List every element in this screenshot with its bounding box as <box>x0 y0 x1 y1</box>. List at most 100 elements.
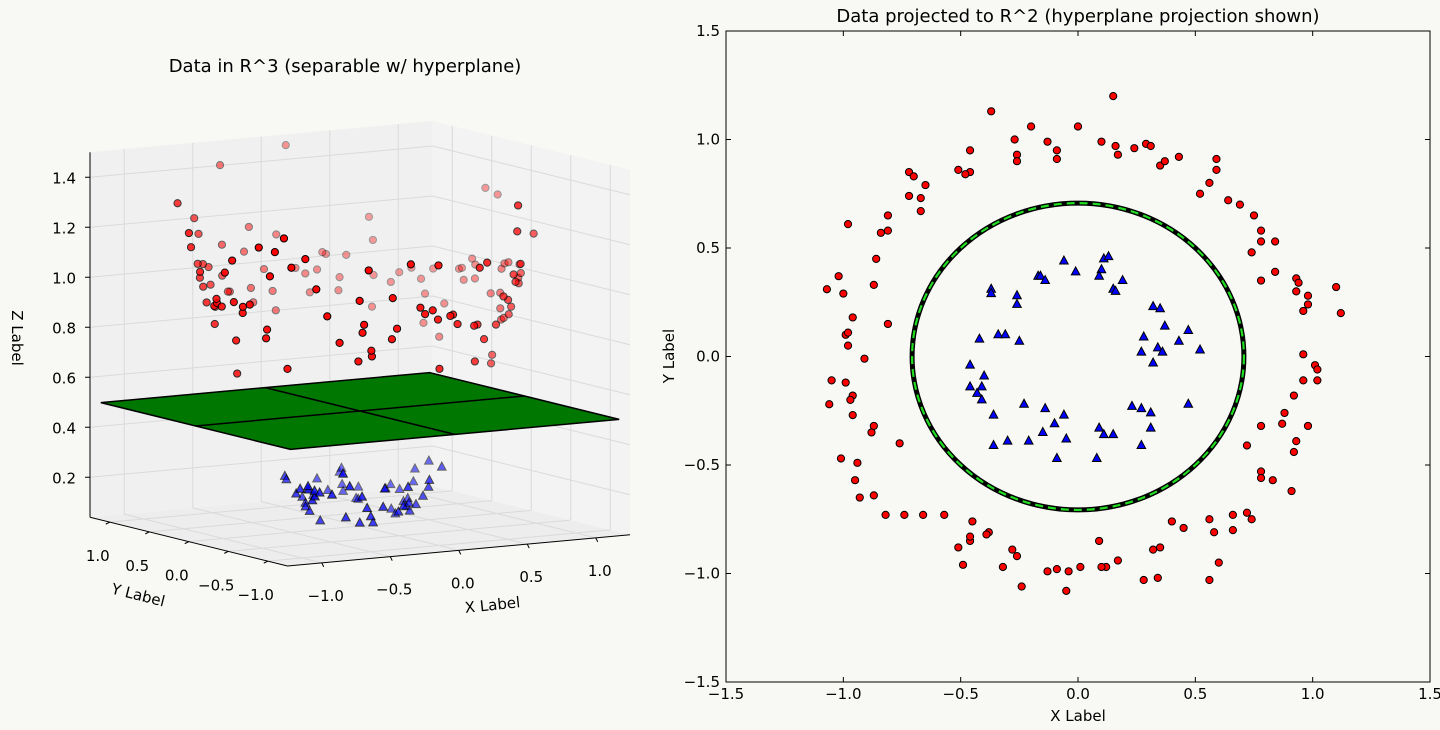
2d-points <box>822 92 1345 595</box>
y-tick-mark-3d <box>145 531 150 535</box>
red-point <box>1299 376 1308 385</box>
blue-triangle-point <box>1110 285 1121 295</box>
3d-grid <box>89 124 631 567</box>
3d-blue-triangle-point <box>353 481 364 491</box>
3d-red-point <box>388 293 397 303</box>
z-tick-label-3d: 1.0 <box>52 269 76 287</box>
3d-red-point <box>454 264 464 273</box>
3d-red-point <box>486 289 495 298</box>
3d-tick-labels: −1.0 −0.5 0.0 0.5 1.0−1.0−0.50.00.51.00.20.4… <box>52 169 612 605</box>
red-point <box>881 510 890 520</box>
3d-red-point <box>312 265 322 274</box>
x-tick-label: −0.5 <box>942 685 978 703</box>
x-tick-label: −1.0 <box>825 685 861 703</box>
3d-red-point <box>486 359 496 368</box>
floor-grid-line <box>267 529 611 562</box>
blue-triangle-point <box>1035 270 1046 280</box>
wall-grid-line <box>89 445 433 478</box>
red-point <box>860 354 869 363</box>
red-point <box>961 170 970 179</box>
3d-red-point <box>312 285 321 294</box>
3d-red-point <box>470 357 479 366</box>
3d-red-point <box>244 222 253 232</box>
3d-red-point <box>335 338 344 348</box>
red-point <box>834 272 843 281</box>
3d-red-point <box>504 258 513 267</box>
red-point <box>836 454 846 463</box>
3d-red-point <box>499 292 508 301</box>
3d-red-point <box>233 369 242 378</box>
3d-scatter-plot: −1.0 −0.5 0.0 0.5 1.0−1.0−0.50.00.51.00.20.4… <box>8 56 631 617</box>
red-point <box>855 493 864 502</box>
red-point <box>843 341 853 350</box>
3d-red-point <box>364 266 373 275</box>
red-point <box>1153 573 1162 582</box>
blue-triangle-point <box>1183 398 1194 408</box>
red-point <box>1249 211 1259 220</box>
3d-red-point <box>217 240 227 249</box>
wall-grid-line <box>432 145 631 196</box>
blue-triangle-point <box>1126 400 1138 410</box>
blue-triangle-point <box>1098 428 1109 439</box>
3d-blue-triangle-point <box>302 480 314 491</box>
3d-red-point <box>229 297 238 307</box>
red-point <box>839 289 848 298</box>
3d-blue-triangle-point <box>365 510 376 521</box>
red-point <box>1205 515 1214 524</box>
x-axis-label-3d: X Label <box>464 593 521 617</box>
3d-red-point <box>364 212 374 221</box>
red-point <box>1271 267 1280 276</box>
red-point <box>965 532 975 541</box>
blue-triangle-point <box>1011 298 1023 308</box>
y-axis-label: Y Label <box>660 329 678 384</box>
3d-red-point <box>268 286 277 296</box>
red-point <box>1268 476 1277 485</box>
red-point <box>1287 486 1296 496</box>
blue-triangle-point <box>971 387 983 397</box>
blue-triangle-point <box>1136 439 1147 449</box>
red-point <box>1242 508 1252 517</box>
red-point <box>916 193 925 203</box>
red-point <box>1073 122 1083 131</box>
3d-blue-triangle-point <box>393 506 404 516</box>
3d-red-point <box>184 228 194 238</box>
red-point <box>876 228 885 237</box>
3d-red-point <box>511 277 520 286</box>
3d-red-point <box>479 335 489 344</box>
red-point <box>1026 122 1036 131</box>
3d-red-points <box>173 141 538 378</box>
3d-red-point <box>246 283 256 293</box>
2d-ticks: −1.5 −1.0 −0.5 0.0 0.5 1.0 1.5 −1.5 −1.0 −0.5 0.0 0… <box>684 22 1440 703</box>
blue-triangle-point <box>1154 302 1166 313</box>
red-point <box>1012 552 1022 561</box>
blue-triangle-point <box>1049 417 1060 428</box>
blue-triangle-point <box>1018 398 1030 408</box>
red-point <box>1336 309 1345 318</box>
blue-triangle-point <box>1136 402 1147 413</box>
3d-red-point <box>305 288 314 297</box>
3d-red-point <box>190 214 199 223</box>
red-point <box>1076 562 1085 572</box>
x-tick-label: −1.5 <box>708 685 744 703</box>
y-tick-label-3d: −1.0 <box>238 586 274 604</box>
red-point <box>1174 152 1184 161</box>
red-point <box>1062 586 1071 595</box>
3d-red-point <box>272 230 281 239</box>
red-point <box>841 378 850 387</box>
blue-triangle-point <box>976 393 987 404</box>
red-point <box>1195 189 1205 198</box>
3d-red-point <box>468 254 477 263</box>
separating-hyperplane <box>100 371 620 451</box>
red-point <box>1097 562 1106 572</box>
3d-red-point <box>459 275 468 284</box>
red-point <box>1299 350 1308 359</box>
red-point <box>1052 565 1061 574</box>
x-tick-mark-3d <box>458 550 462 555</box>
wall-grid-line <box>89 245 433 278</box>
red-point <box>1210 528 1219 537</box>
red-point <box>869 421 878 431</box>
2d-scatter-plot: −1.5 −1.0 −0.5 0.0 0.5 1.0 1.5 −1.5 −1.0 −0.5 0.0 0… <box>660 6 1440 725</box>
3d-red-point <box>323 312 332 321</box>
red-point <box>869 491 878 500</box>
